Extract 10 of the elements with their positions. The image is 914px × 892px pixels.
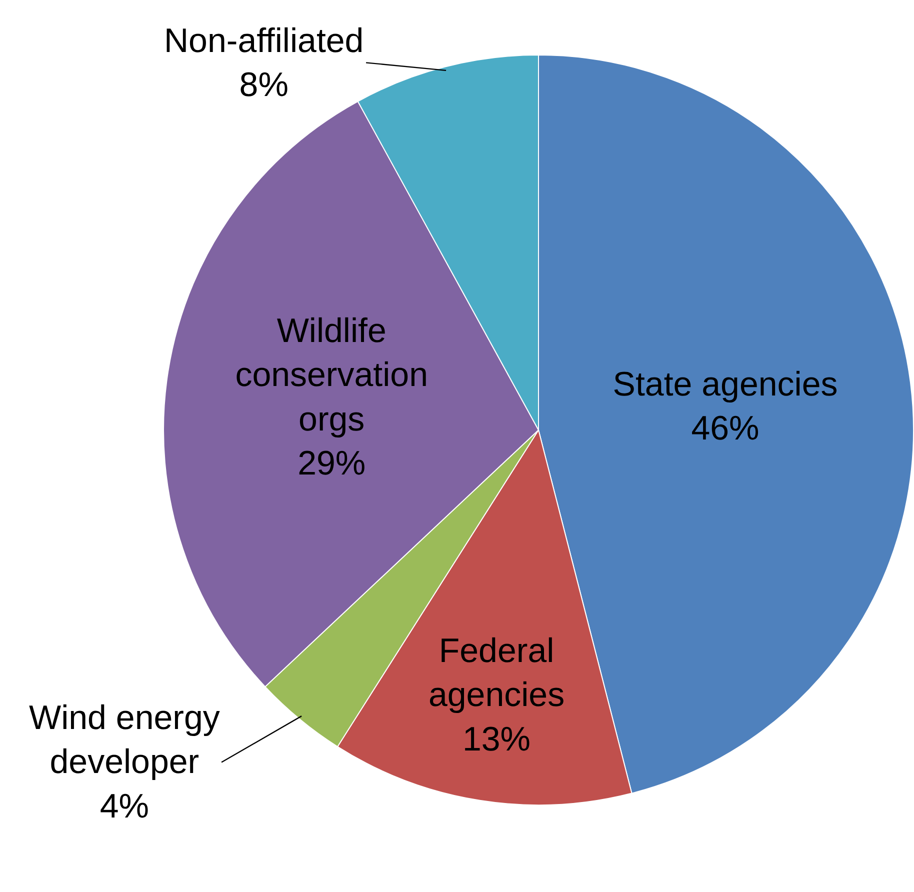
data-label: 29% bbox=[298, 444, 366, 483]
slice-label: State agencies bbox=[612, 365, 838, 404]
data-label: 4% bbox=[100, 787, 150, 826]
slice-label: Federal agencies bbox=[428, 632, 565, 714]
slice-label: Non-affiliated bbox=[164, 22, 364, 60]
data-label: 8% bbox=[239, 66, 288, 104]
slice-label: Wind energy developer bbox=[29, 699, 220, 782]
data-label: 13% bbox=[462, 720, 531, 758]
data-label: 46% bbox=[691, 410, 760, 448]
slice-label: Wildlife conservation orgs bbox=[235, 312, 428, 438]
